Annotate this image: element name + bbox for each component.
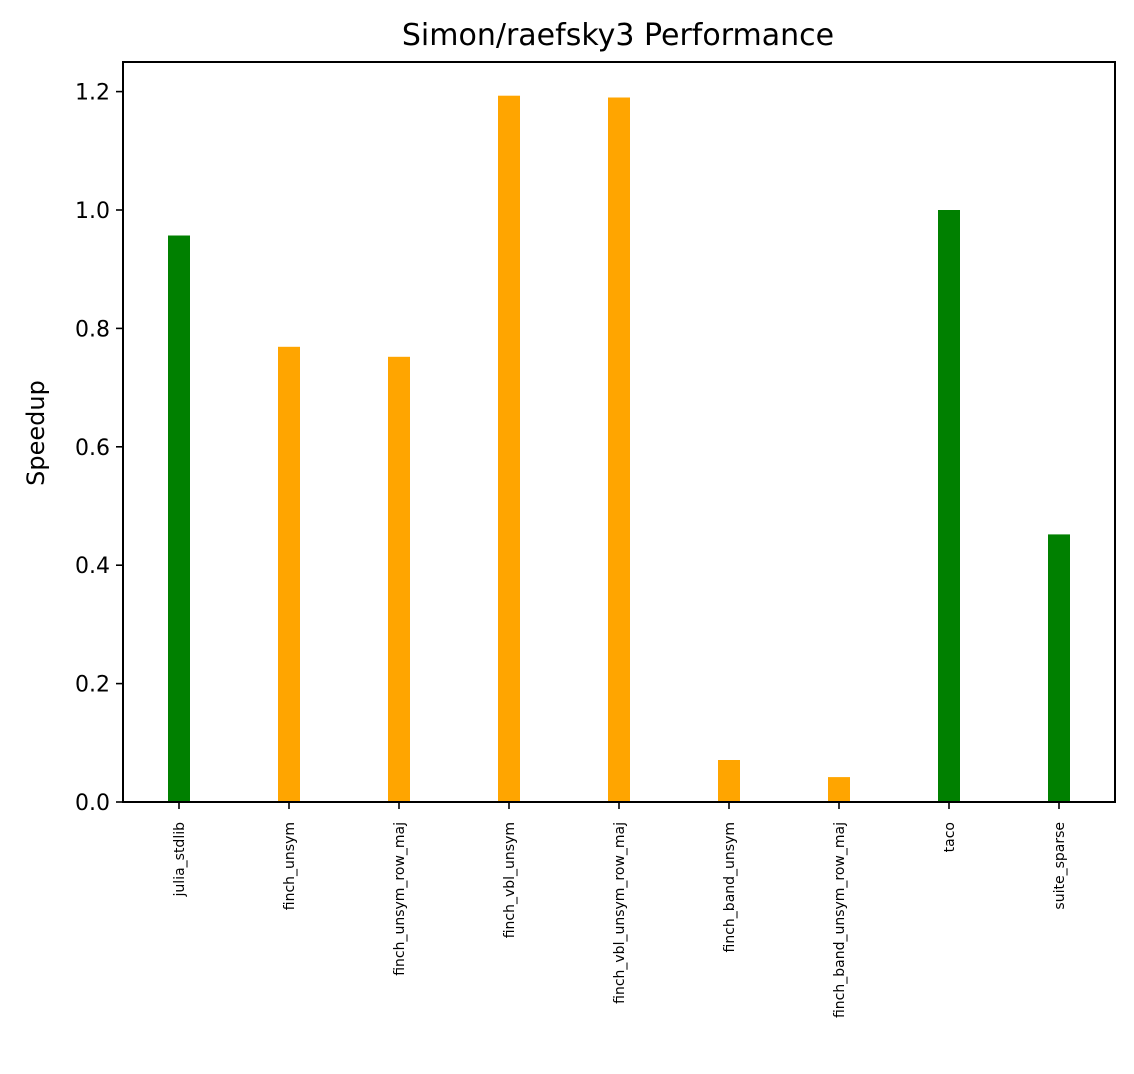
x-tick-label: suite_sparse (1052, 822, 1068, 910)
axes-frame (122, 61, 1116, 803)
bars-group (168, 95, 1070, 802)
y-tick-label: 0.8 (75, 317, 110, 342)
bar-finch_unsym (278, 346, 300, 802)
bar-suite_sparse (1048, 534, 1070, 802)
x-tick-label: taco (942, 822, 958, 852)
x-tick-label: finch_vbl_unsym (502, 822, 518, 938)
bar-finch_band_unsym_row_maj (828, 777, 850, 802)
y-tick-label: 0.6 (75, 436, 110, 461)
chart-title: Simon/raefsky3 Performance (402, 18, 834, 53)
x-axis-ticks: julia_stdlib finch_unsym finch_unsym_row_m… (172, 802, 1068, 1018)
x-tick-label: finch_band_unsym (722, 822, 738, 952)
bar-finch_band_unsym (718, 760, 740, 802)
x-tick-label: finch_vbl_unsym_row_maj (612, 822, 628, 1004)
y-axis-label: Speedup (22, 380, 50, 486)
y-tick-label: 1.2 (75, 81, 110, 106)
bar-finch_vbl_unsym (498, 95, 520, 802)
y-axis-ticks: 0.0 0.2 0.4 0.6 0.8 1.0 1.2 (75, 81, 123, 816)
bar-finch_vbl_unsym_row_maj (608, 97, 630, 802)
bar-julia_stdlib (168, 235, 190, 802)
y-tick-label: 0.2 (75, 673, 110, 698)
x-tick-label: finch_band_unsym_row_maj (832, 822, 848, 1018)
bar-taco (938, 210, 960, 802)
x-tick-label: julia_stdlib (172, 822, 188, 898)
x-tick-label: finch_unsym_row_maj (392, 822, 408, 976)
y-tick-label: 1.0 (75, 199, 110, 224)
x-tick-label: finch_unsym (282, 822, 298, 910)
bar-finch_unsym_row_maj (388, 356, 410, 802)
y-tick-label: 0.4 (75, 554, 110, 579)
y-tick-label: 0.0 (75, 791, 110, 816)
